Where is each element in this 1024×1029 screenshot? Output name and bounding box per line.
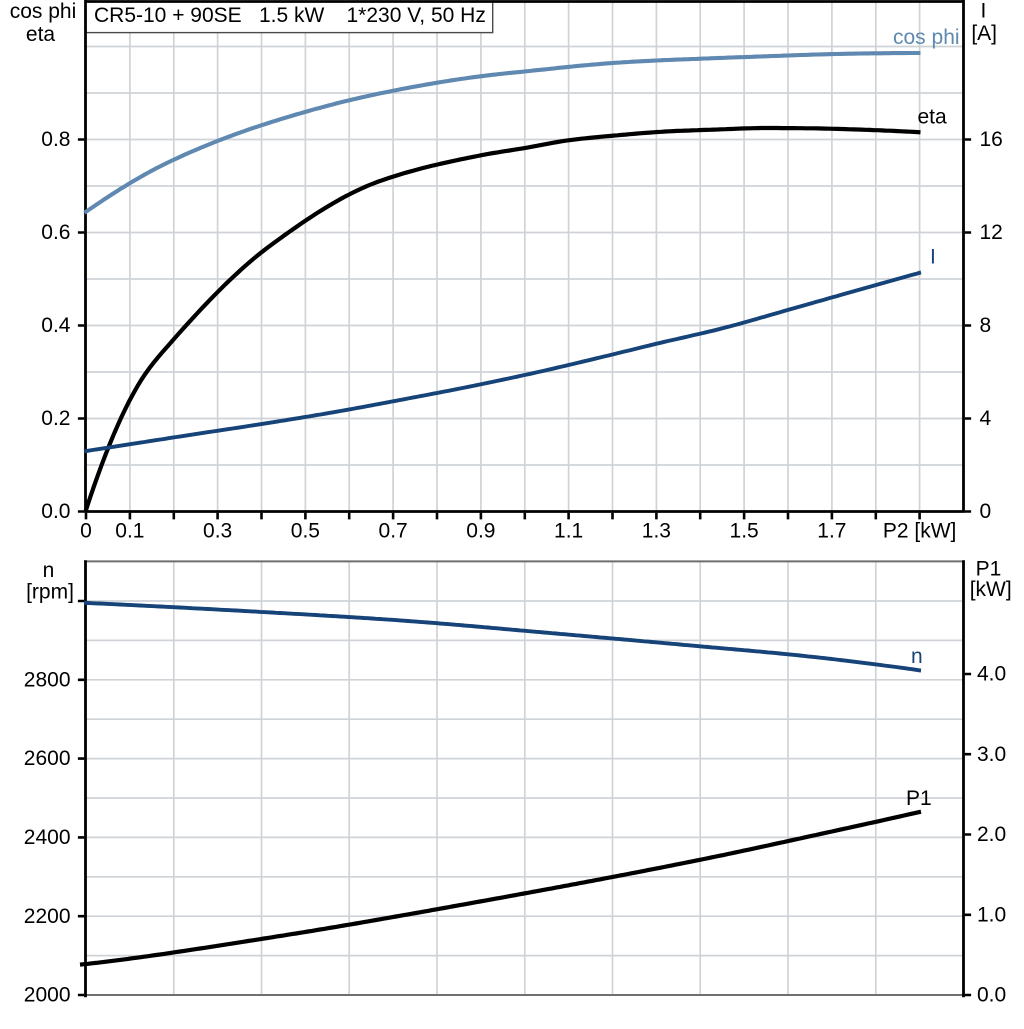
svg-text:cos phi: cos phi: [893, 26, 960, 49]
svg-text:0.2: 0.2: [41, 407, 70, 430]
svg-text:[kW]: [kW]: [970, 578, 1012, 601]
svg-text:1.1: 1.1: [554, 520, 583, 543]
svg-text:0: 0: [80, 520, 92, 543]
svg-text:0.9: 0.9: [466, 520, 495, 543]
svg-text:1.5 kW: 1.5 kW: [259, 4, 325, 27]
svg-text:P1: P1: [906, 787, 932, 810]
svg-text:I: I: [980, 0, 986, 23]
svg-text:P2 [kW]: P2 [kW]: [883, 520, 957, 543]
svg-text:16: 16: [980, 128, 1003, 151]
svg-text:eta: eta: [26, 23, 56, 46]
svg-text:0.8: 0.8: [41, 128, 70, 151]
svg-text:1.5: 1.5: [730, 520, 759, 543]
svg-text:[A]: [A]: [971, 22, 997, 45]
svg-text:CR5-10 + 90SE: CR5-10 + 90SE: [94, 4, 242, 27]
svg-text:3.0: 3.0: [977, 743, 1006, 766]
svg-text:0.1: 0.1: [115, 520, 144, 543]
svg-text:0.3: 0.3: [203, 520, 232, 543]
svg-text:0: 0: [980, 500, 992, 523]
svg-text:[rpm]: [rpm]: [26, 581, 74, 604]
svg-text:0.0: 0.0: [41, 500, 70, 523]
svg-text:2200: 2200: [24, 905, 71, 928]
svg-text:n: n: [911, 645, 923, 668]
svg-text:P1: P1: [976, 558, 1002, 581]
svg-text:2400: 2400: [24, 826, 71, 849]
svg-text:1.3: 1.3: [642, 520, 671, 543]
svg-text:1.7: 1.7: [817, 520, 846, 543]
svg-text:4.0: 4.0: [977, 663, 1006, 686]
svg-text:0.4: 0.4: [41, 314, 71, 337]
svg-text:0.6: 0.6: [41, 221, 70, 244]
svg-text:0.0: 0.0: [977, 984, 1006, 1007]
svg-text:2000: 2000: [24, 984, 71, 1007]
svg-text:2600: 2600: [24, 747, 71, 770]
svg-text:cos phi: cos phi: [10, 0, 77, 23]
svg-text:1.0: 1.0: [977, 903, 1006, 926]
svg-text:0.5: 0.5: [291, 520, 320, 543]
svg-text:12: 12: [980, 221, 1003, 244]
svg-text:eta: eta: [918, 106, 948, 129]
svg-text:4: 4: [980, 407, 992, 430]
svg-text:1*230 V, 50 Hz: 1*230 V, 50 Hz: [347, 4, 486, 27]
svg-text:2800: 2800: [24, 668, 71, 691]
svg-text:8: 8: [980, 314, 992, 337]
svg-text:I: I: [930, 246, 936, 269]
svg-text:0.7: 0.7: [379, 520, 408, 543]
svg-text:n: n: [43, 559, 55, 582]
svg-text:2.0: 2.0: [977, 823, 1006, 846]
